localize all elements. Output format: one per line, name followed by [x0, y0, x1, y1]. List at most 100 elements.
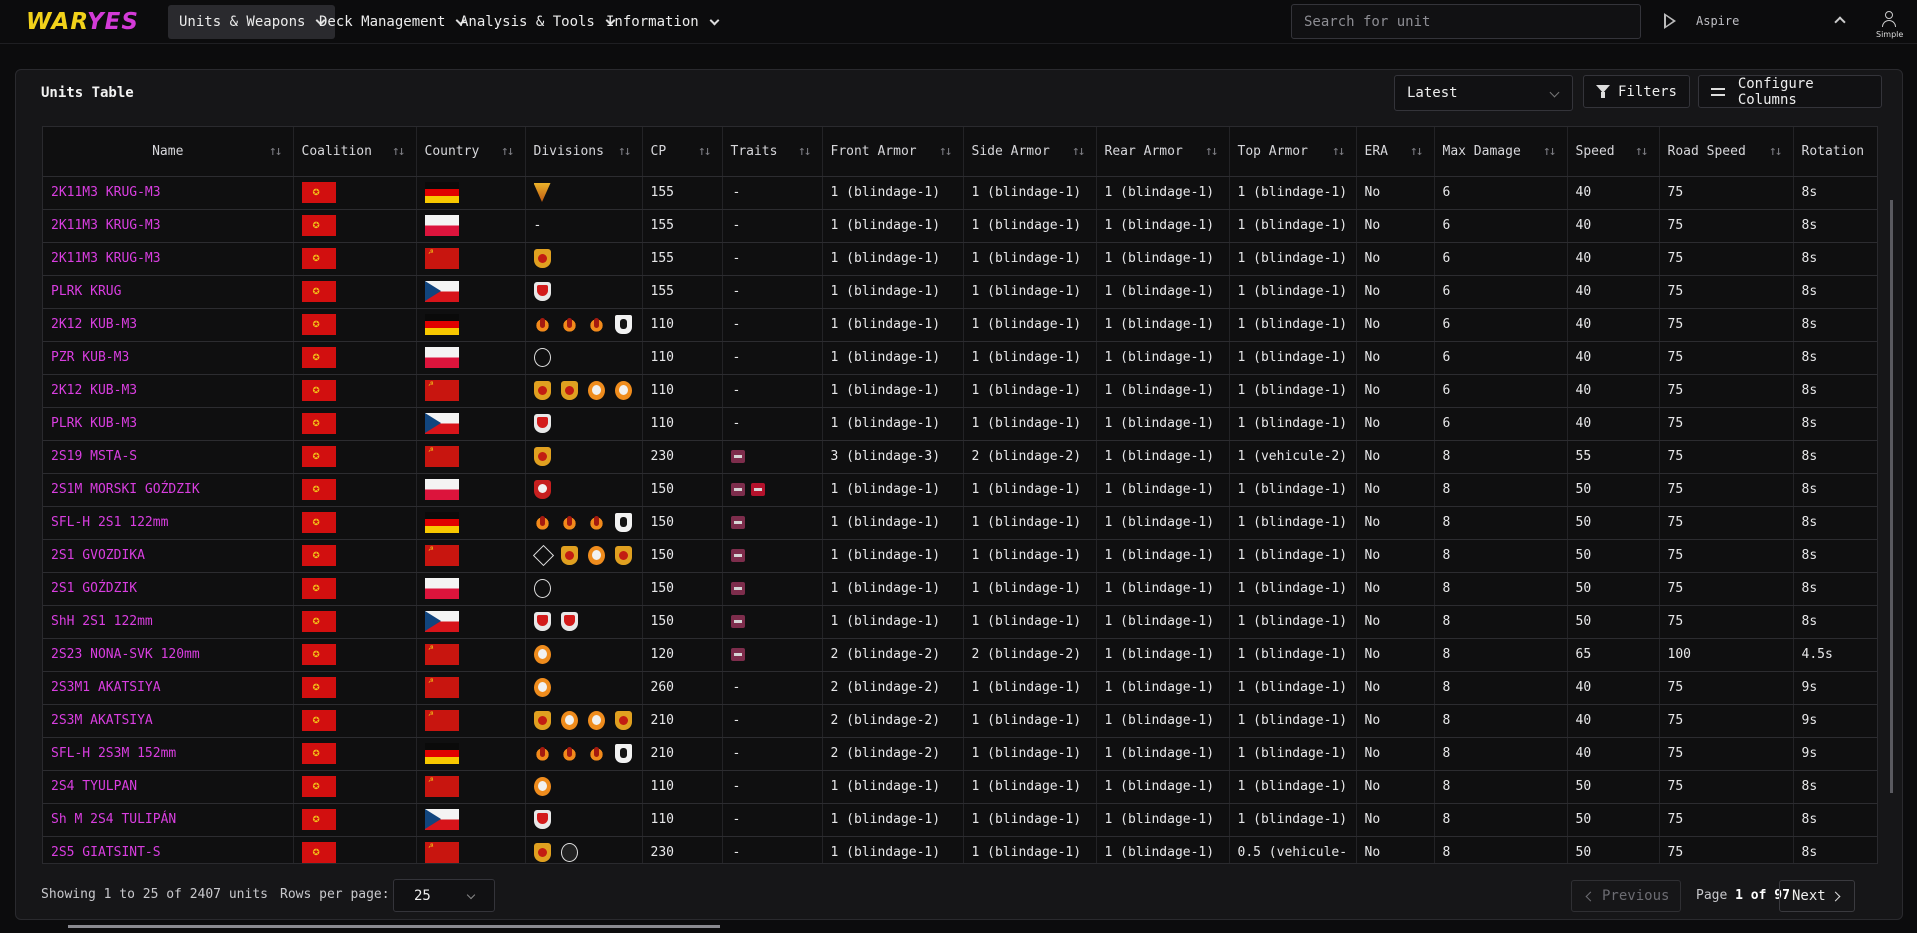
division-badge-icon[interactable]: [533, 645, 551, 664]
division-flame-icon[interactable]: [560, 744, 578, 763]
table-row[interactable]: 2S1 GOŹDZIK1501 (blindage-1)1 (blindage-…: [43, 572, 1877, 606]
table-row[interactable]: Sh M 2S4 TULIPÁN110-1 (blindage-1)1 (bli…: [43, 803, 1877, 837]
unit-name[interactable]: PZR KUB-M3: [43, 341, 294, 375]
nav-analysis-tools[interactable]: Analysis & Tools: [449, 5, 625, 39]
division-flame-icon[interactable]: [533, 315, 551, 334]
division-shield-icon[interactable]: [533, 843, 551, 862]
table-row[interactable]: 2K12 KUB-M3110-1 (blindage-1)1 (blindage…: [43, 374, 1877, 408]
unit-name[interactable]: 2K12 KUB-M3: [43, 308, 294, 342]
table-row[interactable]: 2K11M3 KRUG-M3155-1 (blindage-1)1 (blind…: [43, 176, 1877, 210]
table-row[interactable]: 2S3M1 AKATSIYA260-2 (blindage-2)1 (blind…: [43, 671, 1877, 705]
table-row[interactable]: 2S23 NONA-SVK 120mm 120 2 (blindage-2)2 (b…: [43, 638, 1877, 672]
division-shield-icon[interactable]: [614, 711, 632, 730]
table-row[interactable]: 2K11M3 KRUG-M3155-1 (blindage-1)1 (blind…: [43, 242, 1877, 276]
column-header[interactable]: Road Speed ↑↓: [1659, 127, 1794, 177]
division-badge-icon[interactable]: [587, 546, 605, 565]
trait-icon[interactable]: [730, 516, 745, 529]
user-icon[interactable]: [1880, 9, 1898, 29]
division-badge-icon[interactable]: [533, 777, 551, 796]
division-bear-icon[interactable]: [614, 315, 632, 334]
configure-columns-button[interactable]: Configure Columns: [1698, 75, 1882, 108]
units-table-scroll[interactable]: Name ↑↓ Coalition ↑↓ Country ↑↓ Divisions ↑↓ CP ↑…: [42, 126, 1878, 864]
column-header[interactable]: Rear Armor ↑↓: [1096, 127, 1230, 177]
table-row[interactable]: 2K11M3 KRUG-M3-155-1 (blindage-1)1 (blin…: [43, 209, 1877, 243]
column-header[interactable]: Name ↑↓: [43, 127, 294, 177]
unit-name[interactable]: 2S1 GOŹDZIK: [43, 572, 294, 606]
division-flame-icon[interactable]: [587, 513, 605, 532]
table-row[interactable]: 2S4 TYULPAN110-1 (blindage-1)1 (blindage…: [43, 770, 1877, 804]
unit-name[interactable]: PLRK KUB-M3: [43, 407, 294, 441]
table-row[interactable]: 2S19 MSTA-S 230 3 (blindage-3)2 (blindage-…: [43, 440, 1877, 474]
unit-name[interactable]: 2S5 GIATSINT-S: [43, 836, 294, 863]
column-header[interactable]: Front Armor ↑↓: [822, 127, 964, 177]
next-page-button[interactable]: Next: [1779, 880, 1855, 912]
unit-name[interactable]: 2S23 NONA-SVK 120mm: [43, 638, 294, 672]
division-badge-icon[interactable]: [587, 381, 605, 400]
sort-icon[interactable]: ↑↓: [500, 144, 515, 159]
unit-name[interactable]: 2S3M1 AKATSIYA: [43, 671, 294, 705]
trait-icon[interactable]: [730, 483, 745, 496]
division-bear-icon[interactable]: [614, 513, 632, 532]
unit-name[interactable]: 2S1 GVOZDIKA: [43, 539, 294, 573]
table-row[interactable]: PLRK KRUG155-1 (blindage-1)1 (blindage-1…: [43, 275, 1877, 309]
table-row[interactable]: 2K12 KUB-M3110-1 (blindage-1)1 (blindage…: [43, 308, 1877, 342]
division-bear-icon[interactable]: [614, 744, 632, 763]
trait-icon[interactable]: [730, 582, 745, 595]
unit-name[interactable]: 2S19 MSTA-S: [43, 440, 294, 474]
sort-icon[interactable]: ↑↓: [1409, 144, 1424, 159]
division-shield-icon[interactable]: [533, 711, 551, 730]
sort-icon[interactable]: ↑↓: [797, 144, 812, 159]
nav-information[interactable]: Information: [595, 5, 729, 39]
column-header[interactable]: Speed ↑↓: [1567, 127, 1660, 177]
table-row[interactable]: 2S1 GVOZDIKA1501 (blindage-1)1 (blindage…: [43, 539, 1877, 573]
unit-name[interactable]: ShH 2S1 122mm: [43, 605, 294, 639]
sort-icon[interactable]: ↑↓: [1071, 144, 1086, 159]
unit-name[interactable]: 2S3M AKATSIYA: [43, 704, 294, 738]
previous-page-button[interactable]: Previous: [1571, 880, 1681, 912]
division-badge-icon[interactable]: [587, 711, 605, 730]
sort-icon[interactable]: ↑↓: [1634, 144, 1649, 159]
division-shield-icon[interactable]: [533, 249, 551, 268]
filters-button[interactable]: Filters: [1583, 75, 1690, 108]
column-header[interactable]: Traits ↑↓: [722, 127, 823, 177]
aspire-label[interactable]: Aspire: [1696, 14, 1740, 28]
division-flame-icon[interactable]: [560, 315, 578, 334]
division-shield-icon[interactable]: [533, 381, 551, 400]
division-ring-icon[interactable]: [533, 579, 551, 598]
trait-icon[interactable]: [730, 615, 745, 628]
column-header[interactable]: Top Armor ↑↓: [1229, 127, 1357, 177]
column-header[interactable]: Divisions ↑↓: [525, 127, 643, 177]
division-tri-icon[interactable]: [533, 183, 551, 202]
version-select[interactable]: Latest: [1394, 75, 1573, 111]
trait-icon[interactable]: [730, 549, 745, 562]
column-header[interactable]: Coalition ↑↓: [293, 127, 417, 177]
division-shield-icon[interactable]: [614, 546, 632, 565]
division-cz-icon[interactable]: [533, 612, 551, 631]
sort-icon[interactable]: ↑↓: [391, 144, 406, 159]
rows-per-page-select[interactable]: 25: [393, 879, 495, 912]
division-flame-icon[interactable]: [560, 513, 578, 532]
column-header[interactable]: Side Armor ↑↓: [963, 127, 1097, 177]
table-row[interactable]: SFL-H 2S1 122mm1501 (blindage-1)1 (blind…: [43, 506, 1877, 540]
horizontal-scrollbar[interactable]: [68, 925, 720, 928]
unit-search-input[interactable]: [1291, 4, 1641, 39]
play-icon[interactable]: [1664, 13, 1676, 29]
unit-name[interactable]: 2K11M3 KRUG-M3: [43, 176, 294, 210]
division-shield-icon[interactable]: [560, 546, 578, 565]
sort-icon[interactable]: ↑↓: [268, 144, 283, 159]
table-row[interactable]: PZR KUB-M3110-1 (blindage-1)1 (blindage-…: [43, 341, 1877, 375]
division-cz-icon[interactable]: [560, 612, 578, 631]
division-flame-icon[interactable]: [533, 513, 551, 532]
column-header[interactable]: CP ↑↓: [642, 127, 723, 177]
table-row[interactable]: 2S5 GIATSINT-S230-1 (blindage-1)1 (blind…: [43, 836, 1877, 863]
unit-name[interactable]: SFL-H 2S3M 152mm: [43, 737, 294, 771]
unit-name[interactable]: SFL-H 2S1 122mm: [43, 506, 294, 540]
sort-icon[interactable]: ↑↓: [1204, 144, 1219, 159]
division-diamond-icon[interactable]: [532, 544, 554, 567]
nav-deck-management[interactable]: Deck Management: [308, 5, 475, 39]
vertical-scrollbar[interactable]: [1890, 200, 1893, 793]
unit-name[interactable]: Sh M 2S4 TULIPÁN: [43, 803, 294, 837]
division-red-icon[interactable]: [533, 480, 551, 499]
unit-name[interactable]: 2K11M3 KRUG-M3: [43, 209, 294, 243]
table-row[interactable]: ShH 2S1 122mm1501 (blindage-1)1 (blindag…: [43, 605, 1877, 639]
